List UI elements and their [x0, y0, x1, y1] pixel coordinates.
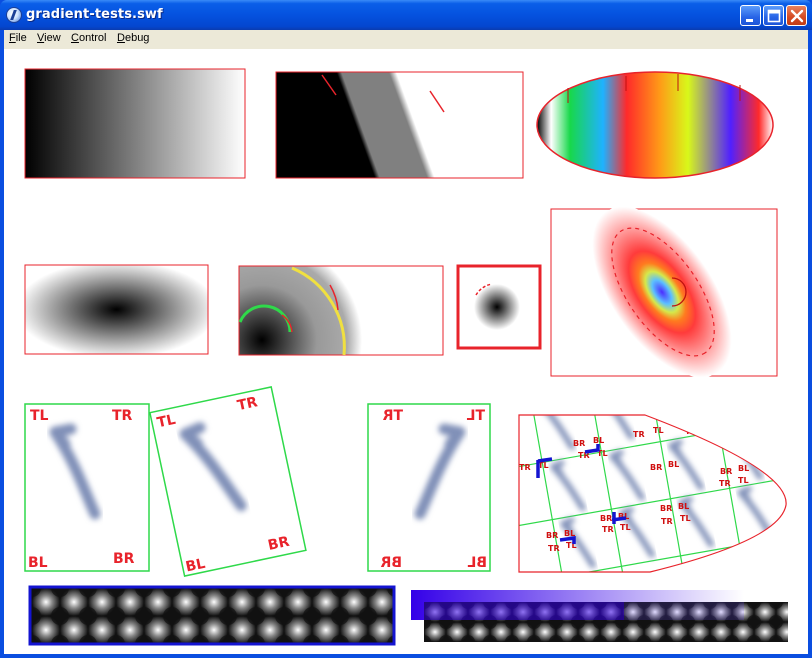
- maximize-button[interactable]: [763, 5, 784, 26]
- small-radial-test: [456, 264, 542, 350]
- tile-label-tr: TR: [633, 430, 645, 439]
- title-bar[interactable]: gradient-tests.swf: [0, 0, 812, 30]
- flash-player-icon: [6, 7, 22, 23]
- spectrum-ellipse-test: [536, 71, 774, 179]
- tile-label-bl: BL: [593, 436, 604, 445]
- tile-label-bl: BL: [738, 464, 749, 473]
- tile-label-tl: TL: [538, 461, 549, 470]
- radial-gradient-test: [24, 264, 209, 355]
- tile-label-tl: TL: [566, 541, 577, 550]
- tile-label-tr: TR: [548, 544, 560, 553]
- repeat-pattern-bar: [28, 585, 396, 646]
- label-bl: BL: [28, 555, 48, 571]
- swatch-normal: TL TR BL BR: [24, 403, 150, 572]
- minimize-button[interactable]: [740, 5, 761, 26]
- label-bl: BL: [184, 556, 207, 576]
- window-title: gradient-tests.swf: [26, 7, 163, 22]
- close-button[interactable]: [786, 5, 807, 26]
- menu-file[interactable]: File: [9, 32, 27, 44]
- swf-stage[interactable]: TL TR BL BR TL TR BL BR TL TR BL: [4, 50, 808, 654]
- tile-label-br: BR: [573, 439, 585, 448]
- menu-control[interactable]: Control: [71, 32, 107, 44]
- rotated-radial-test: [550, 206, 778, 378]
- label-tl: TL: [156, 412, 177, 432]
- swatch-rotated: TL TR BL BR: [149, 386, 307, 577]
- tile-label-br: BR: [600, 514, 612, 523]
- minimize-icon: [746, 19, 753, 22]
- close-icon: [790, 9, 804, 23]
- stage-canvas: TL TR BL BR TL TR BL BR TL TR BL: [24, 68, 788, 646]
- label-tr: TR: [236, 394, 259, 414]
- maximize-icon: [767, 9, 781, 23]
- tile-label-tl: TL: [597, 449, 608, 458]
- focal-radial-test: [238, 265, 444, 356]
- tile-label-bl: BL: [618, 512, 629, 521]
- tile-label-bl: BL: [678, 502, 689, 511]
- tile-label-br: BR: [660, 504, 672, 513]
- label-tr: TR: [382, 408, 403, 424]
- label-tl: TL: [466, 408, 485, 424]
- menu-view[interactable]: View: [37, 32, 61, 44]
- menu-debug[interactable]: Debug: [117, 32, 150, 44]
- tile-label-tr: TR: [661, 517, 673, 526]
- tile-label-tl: TL: [738, 476, 749, 485]
- skewed-gradient-test: [275, 71, 524, 179]
- tile-label-tr: TR: [719, 479, 731, 488]
- alpha-gradient-bars: [411, 590, 788, 642]
- label-br: BR: [113, 551, 135, 567]
- tile-label-tr: TR: [602, 525, 614, 534]
- tile-label-tl: TL: [680, 514, 691, 523]
- tile-label-tr: TR: [519, 463, 531, 472]
- label-tl: TL: [30, 408, 49, 424]
- menu-bar: File View Control Debug: [4, 30, 808, 50]
- tile-label-bl: BL: [668, 460, 679, 469]
- tile-label-br: BR: [720, 467, 732, 476]
- tile-label-tr: TR: [578, 451, 590, 460]
- label-br: BR: [267, 534, 292, 554]
- label-tr: TR: [112, 408, 133, 424]
- tile-label-br: BR: [650, 463, 662, 472]
- tile-label-tl: TL: [620, 523, 631, 532]
- label-bl: BL: [467, 555, 487, 571]
- linear-gradient-test: [24, 68, 246, 179]
- tile-label-br: BR: [546, 531, 558, 540]
- label-br: BR: [380, 555, 402, 571]
- tile-label-bl: BL: [564, 529, 575, 538]
- swatch-mirrored: TL TR BL BR: [367, 403, 491, 572]
- tile-label-tl: TL: [653, 426, 664, 435]
